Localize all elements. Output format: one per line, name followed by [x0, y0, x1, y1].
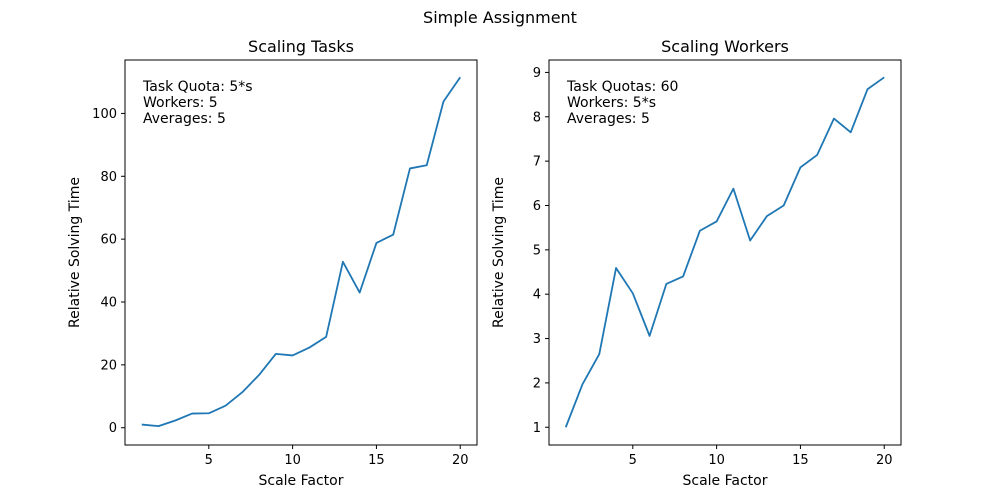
x-tick-label: 10 — [284, 453, 301, 468]
y-axis-label: Relative Solving Time — [491, 177, 507, 328]
chart-scaling-workers: Scaling Workers 5 10 15 20 1 2 3 4 5 6 7 8 9 Scale Fac… — [491, 37, 902, 489]
x-axis-label: Scale Factor — [683, 473, 768, 489]
axes-frame — [124, 59, 478, 446]
x-axis-label: Scale Factor — [259, 473, 344, 489]
annotation-line: Task Quotas: 60 — [566, 79, 678, 95]
x-tick-label: 5 — [205, 453, 213, 468]
chart-title: Scaling Workers — [661, 37, 789, 56]
y-tick-label: 8 — [533, 110, 541, 125]
y-tick-label: 5 — [533, 243, 541, 258]
y-tick-label: 2 — [533, 376, 541, 391]
x-tick-label: 15 — [792, 453, 809, 468]
chart-scaling-tasks: Scaling Tasks 5 10 15 20 0 20 40 60 80 100 Scale Fa… — [67, 37, 478, 489]
y-tick-label: 80 — [100, 170, 117, 185]
y-tick-label: 6 — [533, 199, 541, 214]
y-tick-label: 60 — [100, 233, 117, 248]
x-tick-label: 15 — [368, 453, 385, 468]
y-tick-label: 0 — [109, 421, 117, 436]
series-line — [141, 76, 461, 428]
figure-suptitle: Simple Assignment — [423, 8, 577, 27]
y-tick-label: 40 — [100, 296, 117, 311]
y-tick-label: 1 — [533, 421, 541, 436]
annotation-line: Averages: 5 — [567, 111, 650, 127]
x-tick-label: 20 — [452, 453, 469, 468]
y-axis-label: Relative Solving Time — [67, 177, 83, 328]
y-tick-label: 4 — [533, 288, 541, 303]
y-tick-label: 20 — [100, 358, 117, 373]
annotation-line: Task Quota: 5*s — [142, 79, 253, 95]
series-line — [564, 76, 885, 428]
chart-title: Scaling Tasks — [248, 37, 354, 56]
axes-frame — [548, 59, 902, 446]
x-tick-label: 20 — [876, 453, 893, 468]
x-tick-label: 5 — [629, 453, 637, 468]
annotation-line: Workers: 5*s — [567, 95, 656, 111]
annotation-line: Workers: 5 — [143, 95, 218, 111]
y-tick-label: 7 — [533, 155, 541, 170]
x-tick-label: 10 — [708, 453, 725, 468]
annotation-line: Averages: 5 — [143, 111, 226, 127]
y-tick-label: 100 — [92, 107, 117, 122]
y-tick-label: 3 — [533, 332, 541, 347]
y-tick-label: 9 — [533, 66, 541, 81]
